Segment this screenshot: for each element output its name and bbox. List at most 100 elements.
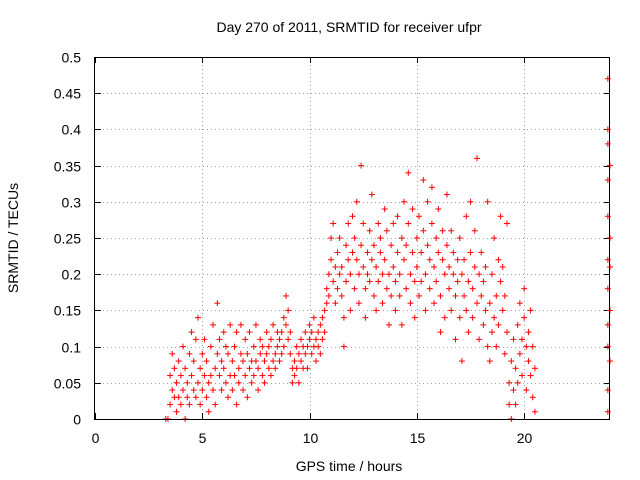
data-point: [336, 271, 343, 278]
data-point: [428, 184, 435, 191]
data-point: [203, 358, 210, 365]
y-tick-label: 0: [73, 412, 81, 428]
data-point: [298, 336, 304, 343]
data-point: [229, 387, 236, 394]
data-point: [313, 358, 320, 365]
data-point: [229, 358, 236, 365]
data-point: [351, 285, 358, 292]
data-point: [360, 220, 367, 227]
data-point: [495, 321, 502, 328]
data-point: [280, 314, 287, 321]
data-point: [308, 329, 315, 336]
data-point: [531, 408, 538, 415]
data-point: [259, 372, 266, 379]
data-point: [407, 300, 414, 307]
data-point: [222, 379, 229, 386]
data-point: [220, 329, 227, 336]
data-point: [218, 387, 225, 394]
data-point: [467, 198, 474, 205]
data-point: [383, 285, 390, 292]
data-point: [516, 300, 523, 307]
data-point: [227, 321, 234, 328]
data-point: [240, 358, 247, 365]
data-point: [424, 242, 431, 249]
y-tick-label: 0.1: [62, 340, 82, 356]
y-tick-label: 0.35: [54, 159, 81, 175]
data-point: [188, 329, 195, 336]
data-point: [330, 278, 337, 285]
data-point: [370, 242, 377, 249]
data-point: [469, 314, 476, 321]
y-tick-label: 0.3: [62, 195, 82, 211]
data-point: [321, 307, 328, 314]
data-point: [201, 372, 208, 379]
data-point: [323, 300, 330, 307]
data-point: [177, 372, 184, 379]
data-point: [375, 220, 382, 227]
data-point: [295, 379, 302, 386]
data-point: [246, 329, 253, 336]
data-point: [476, 336, 483, 343]
data-point: [405, 169, 412, 176]
data-point: [282, 292, 289, 299]
data-point: [167, 401, 174, 408]
data-point: [315, 343, 322, 350]
data-point: [325, 292, 332, 299]
data-point: [458, 271, 465, 278]
data-point: [381, 206, 388, 213]
data-point: [456, 235, 463, 241]
data-point: [450, 249, 457, 256]
data-point: [523, 343, 530, 350]
data-point: [248, 379, 255, 386]
data-point: [235, 379, 242, 386]
data-point: [446, 285, 453, 292]
data-point: [355, 300, 362, 307]
data-point: [454, 256, 461, 263]
data-point: [302, 329, 309, 336]
data-point: [512, 365, 519, 372]
x-tick-label: 20: [517, 430, 533, 446]
data-point: [267, 372, 274, 379]
data-point: [493, 343, 500, 350]
data-point: [278, 329, 285, 336]
data-point: [401, 256, 407, 263]
data-point: [270, 358, 277, 365]
data-point: [491, 314, 498, 321]
data-point: [205, 408, 212, 415]
data-point: [270, 321, 277, 328]
data-point: [362, 314, 369, 321]
data-point: [274, 343, 281, 350]
data-point: [370, 292, 377, 299]
data-point: [478, 249, 485, 256]
data-point: [265, 365, 272, 372]
data-point: [471, 263, 478, 270]
data-point: [295, 350, 302, 357]
data-point: [461, 256, 468, 263]
data-point: [413, 263, 420, 270]
data-point: [345, 220, 352, 227]
data-point: [169, 350, 176, 357]
data-point: [441, 314, 448, 321]
data-point: [334, 285, 341, 292]
data-point: [358, 162, 365, 169]
data-point: [328, 256, 335, 263]
data-point: [325, 271, 332, 278]
data-point: [293, 365, 300, 372]
data-point: [519, 372, 526, 379]
data-point: [480, 321, 487, 328]
data-point: [345, 256, 352, 263]
data-point: [293, 343, 300, 350]
data-point: [463, 307, 470, 314]
data-point: [360, 263, 367, 270]
data-point: [437, 329, 444, 336]
data-point: [521, 285, 528, 292]
data-point: [368, 256, 375, 263]
data-points: [162, 75, 613, 422]
data-point: [426, 285, 433, 292]
data-point: [388, 292, 395, 299]
data-point: [482, 263, 489, 270]
data-point: [469, 285, 476, 292]
data-point: [225, 350, 232, 357]
data-point: [231, 372, 238, 379]
data-point: [463, 213, 470, 220]
